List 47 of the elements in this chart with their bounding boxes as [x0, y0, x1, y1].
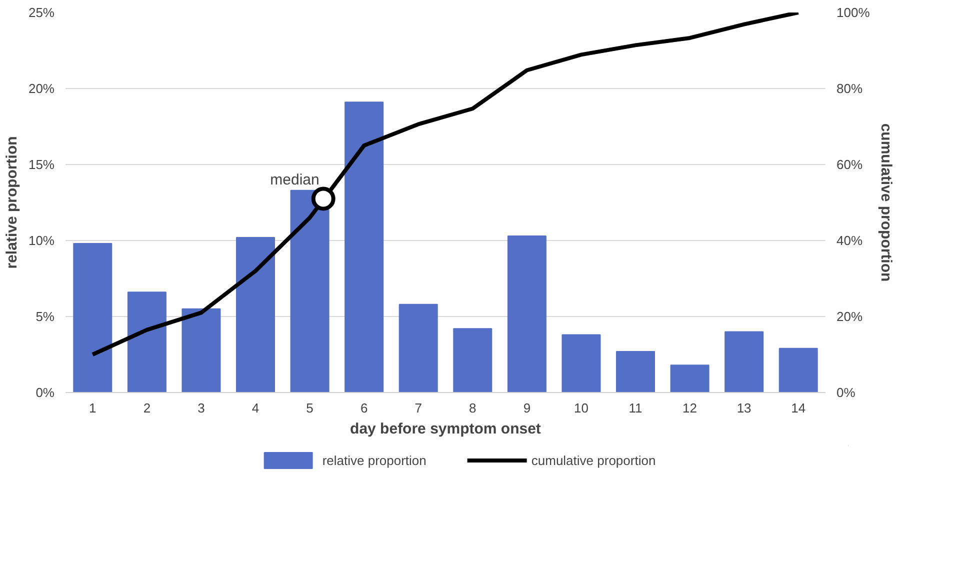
y2-tick-label: 0% [836, 385, 856, 400]
y-tick-label: 15% [28, 157, 55, 172]
y-tick-label: 25% [28, 5, 55, 20]
x-tick-label: 7 [414, 400, 422, 416]
bar [507, 235, 546, 392]
x-tick-label: 8 [469, 400, 476, 416]
bar [290, 190, 330, 392]
y2-axis-title: cumulative proportion [878, 123, 895, 282]
x-tick-label: 9 [523, 400, 531, 416]
legend-label: cumulative proportion [531, 452, 656, 468]
y2-tick-label: 40% [836, 233, 863, 248]
x-tick-label: 5 [306, 400, 314, 416]
y2-tick-label: 80% [836, 81, 863, 96]
bar [670, 364, 710, 392]
bar [616, 350, 655, 392]
bar [182, 308, 221, 392]
x-tick-label: 10 [574, 400, 588, 416]
bar [236, 236, 275, 392]
bar [344, 102, 384, 392]
y-tick-label: 0% [36, 385, 55, 400]
bar [724, 331, 764, 392]
series-label: median [270, 172, 320, 189]
x-tick-label: 13 [736, 400, 752, 416]
y-tick-label: 10% [28, 233, 55, 248]
x-tick-label: 1 [89, 400, 96, 416]
legend-label: relative proportion [322, 452, 426, 468]
bar [453, 328, 492, 392]
x-tick-label: 11 [628, 400, 642, 416]
x-tick-label: 14 [791, 400, 806, 416]
y2-tick-label: 60% [836, 157, 863, 172]
bar [778, 348, 818, 392]
y2-tick-label: 20% [836, 309, 863, 324]
x-tick-label: 12 [682, 400, 698, 416]
x-tick-label: 2 [143, 400, 151, 416]
x-axis-title: day before symptom onset [350, 420, 541, 438]
x-tick-label: 3 [198, 400, 205, 416]
y2-tick-label: 100% [836, 5, 870, 20]
bar [398, 304, 438, 392]
bar [127, 292, 166, 392]
y-axis-title: relative proportion [3, 136, 20, 269]
x-tick-label: 6 [360, 400, 368, 416]
bar [562, 334, 601, 392]
y-tick-label: 5% [36, 309, 55, 324]
y-tick-label: 20% [28, 81, 55, 96]
line-series [90, 12, 800, 356]
bar [73, 243, 112, 392]
x-tick-label: 4 [252, 400, 260, 416]
